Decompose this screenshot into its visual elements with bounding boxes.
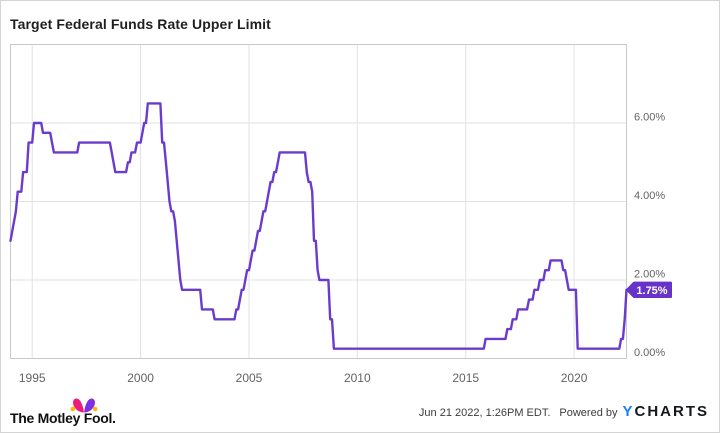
last-value-badge: 1.75% <box>626 281 672 298</box>
x-tick-label: 2005 <box>236 371 263 385</box>
attribution: Jun 21 2022, 1:26PM EDT. Powered by Y CH… <box>419 403 709 420</box>
x-axis-labels: 1995 2000 2005 2010 2015 2020 <box>19 371 588 385</box>
badge-value: 1.75% <box>636 285 667 297</box>
timestamp: Jun 21 2022, 1:26PM EDT. <box>418 407 551 419</box>
y-tick-label: 2.00% <box>634 269 665 281</box>
x-tick-label: 2000 <box>127 371 154 385</box>
x-tick-label: 2015 <box>452 371 479 385</box>
ycharts-logo-charts: CHARTS <box>634 403 709 420</box>
chart-title: Target Federal Funds Rate Upper Limit <box>10 16 271 32</box>
y-axis-labels: 6.00% 4.00% 2.00% 0.00% <box>634 112 665 360</box>
powered-by-label: Powered by <box>559 407 618 419</box>
badge-shape <box>626 281 672 298</box>
y-tick-label: 6.00% <box>634 112 665 124</box>
plot-border <box>10 44 627 359</box>
rate-line-series <box>9 102 628 350</box>
x-tick-label: 2020 <box>561 371 588 385</box>
y-tick-label: 0.00% <box>634 347 665 359</box>
motley-fool-logo: The Motley Fool. <box>10 397 150 427</box>
y-tick-label: 4.00% <box>634 190 665 202</box>
brand-wordmark: The Motley Fool. <box>10 410 116 426</box>
jester-hat-icon <box>70 398 98 413</box>
x-tick-label: 2010 <box>344 371 371 385</box>
gridlines <box>10 44 627 359</box>
ycharts-logo-y: Y <box>622 403 635 420</box>
x-tick-label: 1995 <box>19 371 46 385</box>
